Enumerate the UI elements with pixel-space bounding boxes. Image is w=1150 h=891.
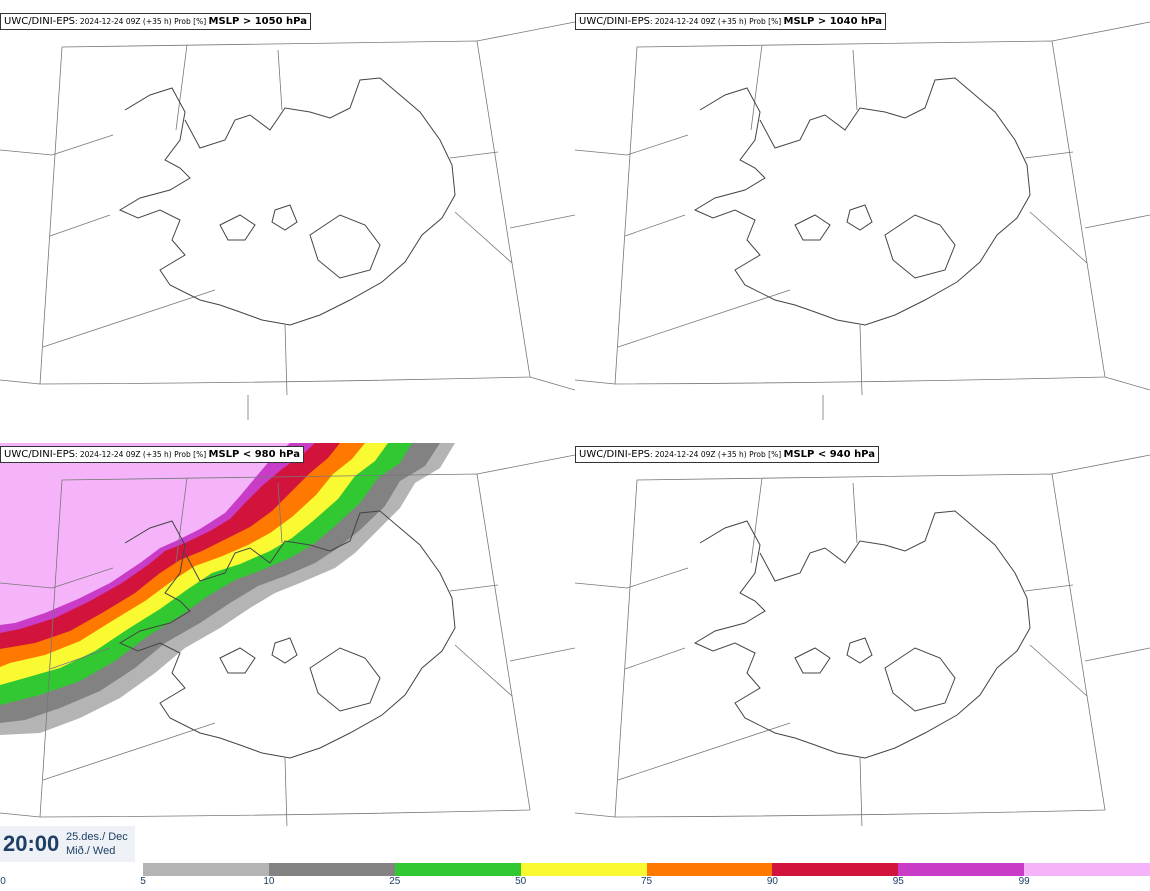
colorbar-segment-6: [898, 863, 1025, 876]
map-panel-2: UWC/DINI-EPS: 2024-12-24 09Z (+35 h) Pro…: [575, 0, 1150, 420]
map-canvas: [0, 443, 575, 826]
colorbar-tick-label: 25: [389, 876, 401, 887]
map-panel-3: UWC/DINI-EPS: 2024-12-24 09Z (+35 h) Pro…: [0, 433, 575, 826]
valid-time-box: 20:00 25.des./ Dec Mið./ Wed: [0, 826, 135, 862]
colorbar-tick-label: 0: [0, 876, 6, 887]
probability-colorbar: [143, 863, 1150, 876]
colorbar-segment-2: [394, 863, 521, 876]
colorbar-segment-1: [268, 863, 395, 876]
colorbar-segment-5: [772, 863, 899, 876]
colorbar-tick-label: 75: [640, 876, 653, 887]
colorbar-tick-label: 10: [263, 876, 275, 887]
map-panel-4: UWC/DINI-EPS: 2024-12-24 09Z (+35 h) Pro…: [575, 433, 1150, 826]
panel-title: UWC/DINI-EPS: 2024-12-24 09Z (+35 h) Pro…: [575, 446, 879, 463]
map-canvas: [575, 21, 1150, 420]
colorbar-tick-label: 95: [892, 876, 904, 887]
valid-weekday: Mið./ Wed: [66, 845, 116, 857]
colorbar-segment-3: [520, 863, 647, 876]
colorbar-ticks: 0 5 10 25 50 75 90 95 99: [0, 876, 1150, 891]
panel-title: UWC/DINI-EPS: 2024-12-24 09Z (+35 h) Pro…: [0, 13, 311, 30]
panel-title: UWC/DINI-EPS: 2024-12-24 09Z (+35 h) Pro…: [0, 446, 304, 463]
panel-title: UWC/DINI-EPS: 2024-12-24 09Z (+35 h) Pro…: [575, 13, 886, 30]
colorbar-tick-label: 99: [1018, 876, 1030, 887]
colorbar-segment-0: [143, 863, 269, 876]
colorbar-segment-7: [1024, 863, 1150, 876]
prob-band-99: [0, 443, 290, 625]
colorbar-tick-label: 50: [515, 876, 527, 887]
map-canvas: [0, 21, 575, 420]
colorbar-segment-4: [646, 863, 773, 876]
valid-date: 25.des./ Dec: [66, 831, 128, 843]
colorbar-tick-label: 90: [766, 876, 778, 887]
map-canvas: [575, 454, 1150, 826]
map-panel-1: UWC/DINI-EPS: 2024-12-24 09Z (+35 h) Pro…: [0, 0, 575, 420]
valid-time-clock: 20:00: [3, 831, 60, 856]
colorbar-tick-label: 5: [140, 876, 146, 887]
